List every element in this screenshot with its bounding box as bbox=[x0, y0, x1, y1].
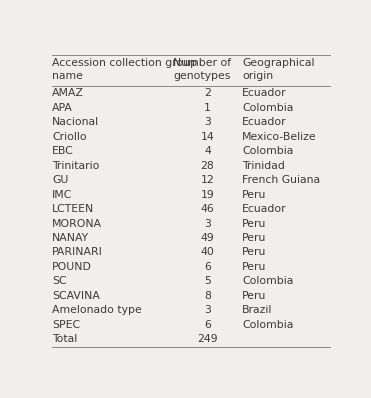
Text: Colombia: Colombia bbox=[242, 103, 293, 113]
Text: Number of: Number of bbox=[173, 58, 231, 68]
Text: SC: SC bbox=[52, 277, 67, 287]
Text: Trinidad: Trinidad bbox=[242, 161, 285, 171]
Text: EBC: EBC bbox=[52, 146, 74, 156]
Text: SPEC: SPEC bbox=[52, 320, 80, 330]
Text: IMC: IMC bbox=[52, 189, 72, 200]
Text: Peru: Peru bbox=[242, 219, 266, 228]
Text: Colombia: Colombia bbox=[242, 277, 293, 287]
Text: 6: 6 bbox=[204, 320, 211, 330]
Text: 49: 49 bbox=[200, 233, 214, 243]
Text: Total: Total bbox=[52, 334, 78, 344]
Text: Amelonado type: Amelonado type bbox=[52, 305, 142, 315]
Text: 4: 4 bbox=[204, 146, 211, 156]
Text: genotypes: genotypes bbox=[173, 71, 230, 81]
Text: origin: origin bbox=[242, 71, 273, 81]
Text: GU: GU bbox=[52, 175, 69, 185]
Text: Ecuador: Ecuador bbox=[242, 204, 286, 214]
Text: name: name bbox=[52, 71, 83, 81]
Text: 46: 46 bbox=[200, 204, 214, 214]
Text: 28: 28 bbox=[200, 161, 214, 171]
Text: 8: 8 bbox=[204, 291, 211, 301]
Text: 3: 3 bbox=[204, 305, 211, 315]
Text: Peru: Peru bbox=[242, 189, 266, 200]
Text: 1: 1 bbox=[204, 103, 211, 113]
Text: PARINARI: PARINARI bbox=[52, 248, 103, 258]
Text: Ecuador: Ecuador bbox=[242, 88, 286, 98]
Text: Colombia: Colombia bbox=[242, 320, 293, 330]
Text: NANAY: NANAY bbox=[52, 233, 89, 243]
Text: LCTEEN: LCTEEN bbox=[52, 204, 94, 214]
Text: APA: APA bbox=[52, 103, 73, 113]
Text: Peru: Peru bbox=[242, 262, 266, 272]
Text: 40: 40 bbox=[200, 248, 214, 258]
Text: MORONA: MORONA bbox=[52, 219, 102, 228]
Text: Mexico-Belize: Mexico-Belize bbox=[242, 132, 316, 142]
Text: Brazil: Brazil bbox=[242, 305, 272, 315]
Text: Colombia: Colombia bbox=[242, 146, 293, 156]
Text: Ecuador: Ecuador bbox=[242, 117, 286, 127]
Text: 5: 5 bbox=[204, 277, 211, 287]
Text: Criollo: Criollo bbox=[52, 132, 87, 142]
Text: Nacional: Nacional bbox=[52, 117, 99, 127]
Text: French Guiana: French Guiana bbox=[242, 175, 320, 185]
Text: POUND: POUND bbox=[52, 262, 92, 272]
Text: 19: 19 bbox=[200, 189, 214, 200]
Text: Geographical: Geographical bbox=[242, 58, 314, 68]
Text: 12: 12 bbox=[200, 175, 214, 185]
Text: SCAVINA: SCAVINA bbox=[52, 291, 100, 301]
Text: 3: 3 bbox=[204, 117, 211, 127]
Text: 14: 14 bbox=[200, 132, 214, 142]
Text: 249: 249 bbox=[197, 334, 218, 344]
Text: 2: 2 bbox=[204, 88, 211, 98]
Text: Accession collection group: Accession collection group bbox=[52, 58, 197, 68]
Text: Peru: Peru bbox=[242, 233, 266, 243]
Text: AMAZ: AMAZ bbox=[52, 88, 84, 98]
Text: Peru: Peru bbox=[242, 248, 266, 258]
Text: Trinitario: Trinitario bbox=[52, 161, 99, 171]
Text: 3: 3 bbox=[204, 219, 211, 228]
Text: 6: 6 bbox=[204, 262, 211, 272]
Text: Peru: Peru bbox=[242, 291, 266, 301]
